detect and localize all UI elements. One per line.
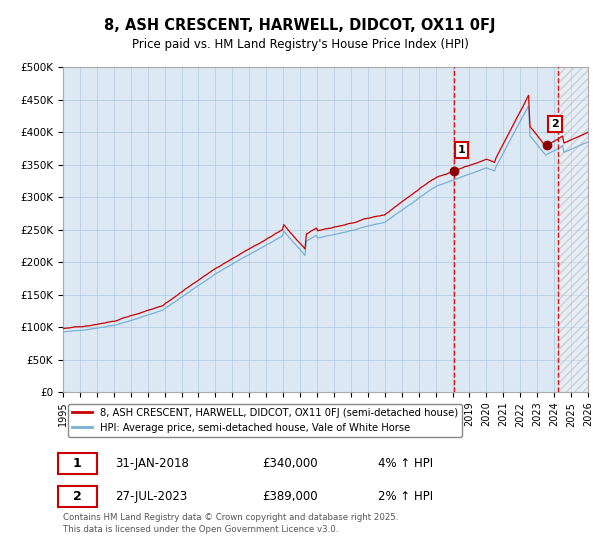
- Text: 2: 2: [73, 489, 82, 502]
- Text: 8, ASH CRESCENT, HARWELL, DIDCOT, OX11 0FJ: 8, ASH CRESCENT, HARWELL, DIDCOT, OX11 0…: [104, 18, 496, 32]
- Text: Contains HM Land Registry data © Crown copyright and database right 2025.
This d: Contains HM Land Registry data © Crown c…: [63, 513, 398, 534]
- FancyBboxPatch shape: [58, 486, 97, 507]
- FancyBboxPatch shape: [58, 453, 97, 474]
- Bar: [557, 67, 588, 392]
- Text: 31-JAN-2018: 31-JAN-2018: [115, 457, 190, 470]
- Text: 2: 2: [551, 119, 559, 129]
- Text: £389,000: £389,000: [263, 489, 318, 502]
- Text: Price paid vs. HM Land Registry's House Price Index (HPI): Price paid vs. HM Land Registry's House …: [131, 38, 469, 52]
- Text: £340,000: £340,000: [263, 457, 318, 470]
- Bar: [557, 67, 588, 392]
- Text: 2% ↑ HPI: 2% ↑ HPI: [378, 489, 433, 502]
- Text: 27-JUL-2023: 27-JUL-2023: [115, 489, 188, 502]
- Text: 4% ↑ HPI: 4% ↑ HPI: [378, 457, 433, 470]
- Text: 1: 1: [458, 145, 466, 155]
- Text: 1: 1: [73, 457, 82, 470]
- Legend: 8, ASH CRESCENT, HARWELL, DIDCOT, OX11 0FJ (semi-detached house), HPI: Average p: 8, ASH CRESCENT, HARWELL, DIDCOT, OX11 0…: [68, 404, 462, 437]
